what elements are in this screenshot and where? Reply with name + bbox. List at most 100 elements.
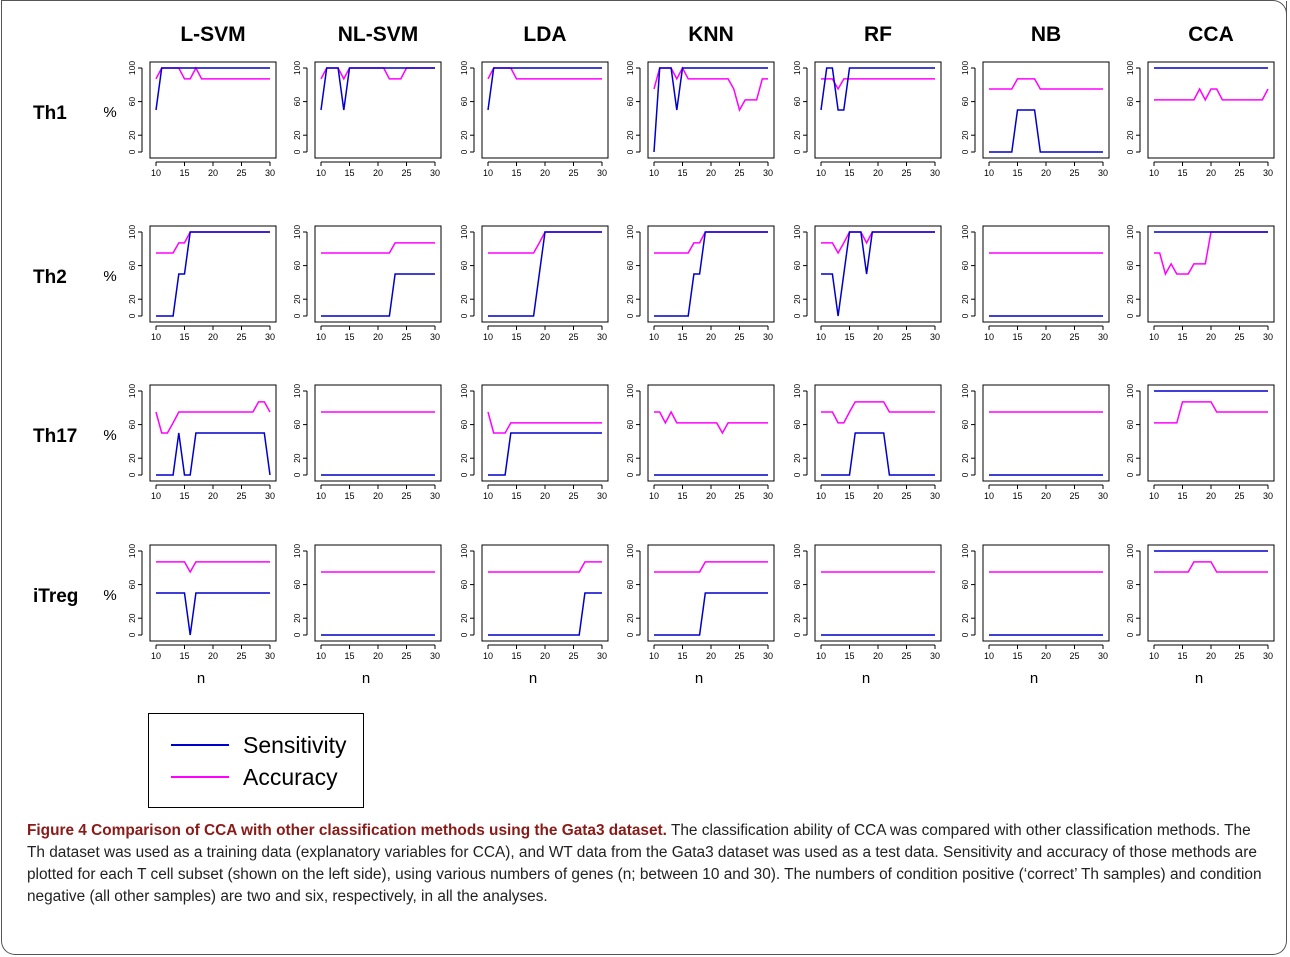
x-tick-label: 25 xyxy=(401,168,411,178)
x-tick-label: 15 xyxy=(844,491,854,501)
x-tick-label: 30 xyxy=(430,332,440,342)
method-title-cca: CCA xyxy=(1188,23,1234,46)
y-tick-label: 0 xyxy=(1125,149,1135,154)
y-tick-label: 0 xyxy=(625,632,635,637)
x-tick-label: 25 xyxy=(734,168,744,178)
y-tick-label: 60 xyxy=(127,420,137,430)
x-tick-label: 10 xyxy=(649,168,659,178)
panel-th1-knn-frame xyxy=(647,61,775,159)
y-tick-label: 20 xyxy=(625,294,635,304)
x-tick-label: 20 xyxy=(1206,168,1216,178)
y-axis-label: % xyxy=(103,427,116,444)
panel-th2-cca-frame xyxy=(1147,225,1275,323)
y-tick-label: 60 xyxy=(625,420,635,430)
x-tick-label: 20 xyxy=(873,168,883,178)
y-tick-label: 100 xyxy=(1125,384,1135,398)
y-tick-label: 0 xyxy=(1125,632,1135,637)
panel-th1-rf-accuracy-line xyxy=(821,78,935,91)
x-tick-label: 20 xyxy=(706,332,716,342)
x-tick-label: 20 xyxy=(208,651,218,661)
y-tick-label: 100 xyxy=(960,544,970,558)
y-tick-label: 60 xyxy=(127,580,137,590)
x-tick-label: 20 xyxy=(373,332,383,342)
y-tick-label: 100 xyxy=(127,544,137,558)
panel-th1-knn-sensitivity-line xyxy=(653,67,768,153)
x-tick-label: 10 xyxy=(1149,491,1159,501)
x-tick-label: 15 xyxy=(179,491,189,501)
figure-caption: Figure 4 Comparison of CCA with other cl… xyxy=(27,820,1267,908)
x-tick-label: 25 xyxy=(1069,651,1079,661)
chart-legend: Sensitivity Accuracy xyxy=(148,713,364,808)
panel-th2-nl-svm-accuracy-line xyxy=(321,242,435,254)
chart-grid: L-SVM NL-SVM LDA KNN RF NB CCA Th1 % Th2 % Th17 % iTr… xyxy=(33,23,1275,687)
y-tick-label: 100 xyxy=(1125,544,1135,558)
panel-th17-cca-frame xyxy=(1147,384,1275,482)
x-tick-label: 30 xyxy=(1263,332,1273,342)
legend-line-accuracy xyxy=(171,776,229,778)
y-tick-label: 60 xyxy=(625,580,635,590)
panel-th2-nl-svm-sensitivity-line xyxy=(321,273,435,317)
panel-th2-cca-accuracy-line xyxy=(1154,231,1268,276)
x-tick-label: 10 xyxy=(1149,168,1159,178)
x-tick-label: 30 xyxy=(763,168,773,178)
panel-th1-nb-sensitivity-line xyxy=(989,109,1103,153)
x-tick-label: 30 xyxy=(1098,332,1108,342)
x-axis-label: n xyxy=(1195,670,1203,687)
y-tick-label: 60 xyxy=(127,261,137,271)
panel-th2-l-svm-accuracy-line xyxy=(156,231,270,254)
subset-label-th2: Th2 xyxy=(33,267,67,288)
x-tick-label: 10 xyxy=(483,168,493,178)
y-tick-label: 100 xyxy=(792,225,802,239)
y-tick-label: 100 xyxy=(459,384,469,398)
x-tick-label: 25 xyxy=(1069,332,1079,342)
x-tick-label: 20 xyxy=(373,491,383,501)
x-tick-label: 30 xyxy=(1263,651,1273,661)
x-tick-label: 30 xyxy=(597,651,607,661)
y-tick-label: 20 xyxy=(792,453,802,463)
panel-th1-cca-frame xyxy=(1147,61,1275,159)
panel-th1-lda-accuracy-line xyxy=(487,67,602,80)
x-axis-label: n xyxy=(1030,670,1038,687)
y-tick-label: 100 xyxy=(792,61,802,75)
x-tick-label: 10 xyxy=(816,332,826,342)
x-tick-label: 15 xyxy=(344,332,354,342)
x-tick-label: 30 xyxy=(430,651,440,661)
x-tick-label: 30 xyxy=(930,168,940,178)
y-tick-label: 0 xyxy=(127,149,137,154)
x-tick-label: 30 xyxy=(1098,651,1108,661)
y-tick-label: 0 xyxy=(1125,472,1135,477)
panel-th17-cca-accuracy-line xyxy=(1154,401,1268,424)
x-tick-label: 20 xyxy=(706,168,716,178)
y-tick-label: 20 xyxy=(1125,130,1135,140)
x-tick-label: 20 xyxy=(1041,651,1051,661)
panel-th17-l-svm-accuracy-line xyxy=(155,401,271,434)
y-tick-label: 20 xyxy=(459,130,469,140)
y-tick-label: 20 xyxy=(960,453,970,463)
x-tick-label: 25 xyxy=(236,491,246,501)
panel-itreg-l-svm-sensitivity-line xyxy=(156,592,270,636)
y-tick-label: 60 xyxy=(292,261,302,271)
panel-th2-knn-sensitivity-line xyxy=(654,231,768,317)
y-tick-label: 0 xyxy=(459,149,469,154)
y-tick-label: 60 xyxy=(1125,261,1135,271)
x-tick-label: 25 xyxy=(1234,651,1244,661)
y-tick-label: 20 xyxy=(625,130,635,140)
panel-th1-rf-sensitivity-line xyxy=(820,67,935,111)
y-tick-label: 60 xyxy=(127,97,137,107)
panel-th2-l-svm-sensitivity-line xyxy=(156,231,270,317)
x-tick-label: 30 xyxy=(597,332,607,342)
x-tick-label: 20 xyxy=(1041,491,1051,501)
x-tick-label: 15 xyxy=(511,332,521,342)
x-tick-label: 30 xyxy=(597,168,607,178)
panel-th17-lda-sensitivity-line xyxy=(488,432,602,476)
y-tick-label: 100 xyxy=(127,225,137,239)
y-tick-label: 20 xyxy=(792,294,802,304)
x-tick-label: 30 xyxy=(265,168,275,178)
x-tick-label: 10 xyxy=(984,651,994,661)
x-tick-label: 25 xyxy=(1234,491,1244,501)
y-tick-label: 60 xyxy=(1125,580,1135,590)
x-tick-label: 25 xyxy=(901,651,911,661)
caption-title: Figure 4 Comparison of CCA with other cl… xyxy=(27,822,667,839)
x-axis-label: n xyxy=(362,670,370,687)
